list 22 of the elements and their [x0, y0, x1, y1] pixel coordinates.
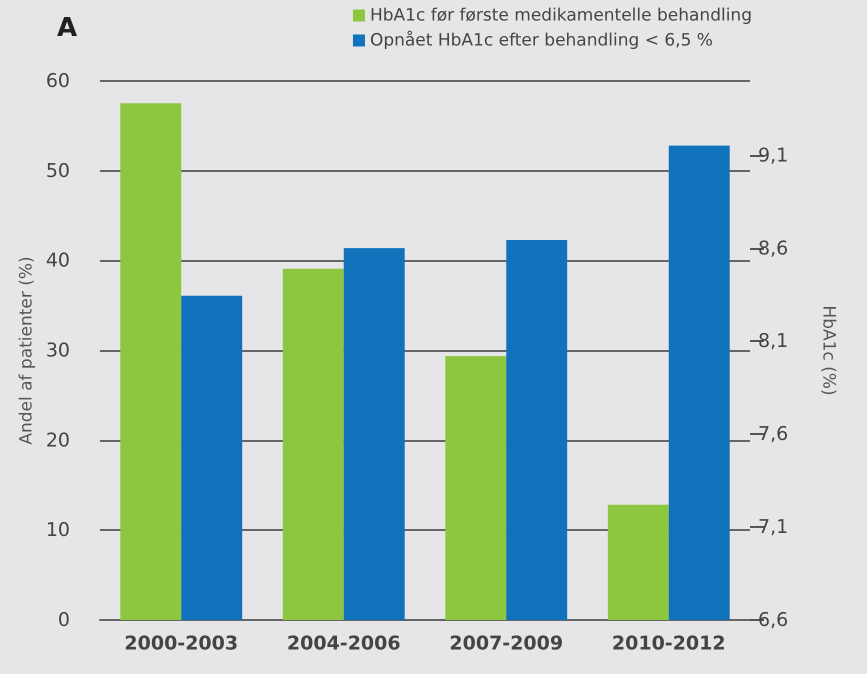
- y-tick-label: 30: [46, 340, 70, 362]
- y2-tick-label: 7,6: [758, 423, 788, 446]
- x-tick-label: 2000-2003: [124, 632, 238, 654]
- y-tick-label: 50: [46, 160, 70, 182]
- x-tick-label: 2004-2006: [286, 632, 401, 654]
- x-tick-label: 2010-2012: [612, 632, 726, 654]
- y-tick-label: 10: [46, 519, 70, 542]
- chart-title: A: [57, 13, 78, 43]
- legend-label: Opnået HbA1c efter behandling < 6,5 %: [370, 30, 713, 50]
- y-tick-label: 60: [46, 70, 70, 92]
- y2-tick-label: 7,1: [758, 516, 788, 538]
- y2-tick-label: 6,6: [758, 609, 788, 631]
- y2-tick-label: 8,1: [758, 330, 788, 352]
- y-tick-label: 40: [46, 250, 70, 272]
- y2-tick-label: 9,1: [758, 144, 788, 166]
- y2-axis-title: HbA1c (%): [818, 305, 838, 396]
- x-tick-label: 2007-2009: [449, 632, 564, 654]
- y-tick-label: 20: [46, 429, 70, 452]
- legend-label: HbA1c før første medikamentelle behandling: [370, 6, 752, 26]
- y-tick-label: 0: [58, 609, 70, 631]
- y-axis-title: Andel af patienter (%): [16, 256, 36, 445]
- y2-tick-label: 8,6: [758, 237, 788, 260]
